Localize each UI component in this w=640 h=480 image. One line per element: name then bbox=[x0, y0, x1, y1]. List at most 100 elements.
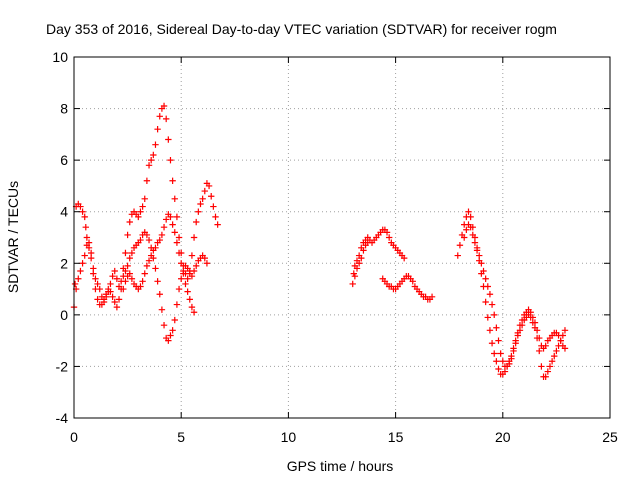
data-point bbox=[145, 257, 153, 264]
data-point bbox=[180, 270, 187, 277]
plot-frame bbox=[73, 56, 611, 419]
data-point bbox=[94, 296, 101, 303]
data-point bbox=[544, 368, 552, 375]
data-point bbox=[171, 316, 178, 324]
data-point bbox=[538, 363, 545, 370]
data-point bbox=[188, 252, 196, 259]
y-tick-label: 8 bbox=[60, 101, 68, 117]
data-point bbox=[499, 358, 506, 365]
data-point bbox=[210, 203, 217, 210]
data-point bbox=[145, 162, 153, 169]
y-tick-label: 10 bbox=[52, 49, 68, 65]
data-point bbox=[171, 195, 178, 203]
series-track-h bbox=[461, 221, 569, 380]
data-point bbox=[124, 262, 131, 270]
data-point bbox=[158, 306, 166, 313]
data-point bbox=[482, 275, 489, 282]
data-point bbox=[175, 285, 183, 293]
data-point bbox=[201, 254, 208, 262]
data-point bbox=[486, 327, 494, 334]
data-point bbox=[190, 234, 198, 241]
data-point bbox=[158, 231, 166, 239]
data-point bbox=[96, 285, 103, 293]
data-point bbox=[518, 321, 526, 329]
data-point bbox=[173, 239, 181, 246]
data-point bbox=[360, 247, 367, 254]
data-point bbox=[141, 195, 148, 203]
data-point bbox=[514, 332, 522, 339]
data-point bbox=[135, 213, 142, 221]
data-point bbox=[461, 234, 468, 241]
data-point bbox=[488, 340, 496, 347]
data-point bbox=[167, 156, 174, 164]
data-point bbox=[478, 270, 485, 277]
data-point bbox=[467, 213, 474, 221]
data-point bbox=[154, 126, 161, 133]
x-axis-label: GPS time / hours bbox=[287, 458, 394, 474]
data-point bbox=[171, 229, 178, 236]
data-point bbox=[536, 347, 543, 355]
data-point bbox=[92, 275, 99, 282]
data-point bbox=[122, 267, 129, 275]
data-point bbox=[208, 193, 215, 200]
x-tick-label: 0 bbox=[70, 429, 78, 445]
data-point bbox=[193, 218, 200, 226]
y-tick-label: -2 bbox=[56, 358, 69, 374]
data-point bbox=[137, 236, 144, 244]
data-point bbox=[188, 303, 196, 311]
x-tick-label: 10 bbox=[281, 429, 297, 445]
data-point bbox=[542, 373, 549, 380]
data-point bbox=[165, 337, 172, 344]
data-point bbox=[385, 234, 393, 241]
data-point bbox=[107, 280, 114, 288]
data-point bbox=[484, 314, 491, 321]
series-track-c bbox=[120, 211, 198, 316]
y-tick-label: 0 bbox=[60, 307, 68, 323]
data-point bbox=[495, 365, 502, 373]
data-point bbox=[124, 231, 131, 239]
data-point bbox=[113, 275, 121, 282]
data-point bbox=[126, 254, 133, 262]
data-point bbox=[355, 260, 363, 267]
data-point bbox=[184, 275, 191, 282]
data-point bbox=[383, 229, 391, 236]
data-point bbox=[349, 280, 356, 288]
data-point bbox=[77, 267, 84, 275]
data-point bbox=[512, 337, 519, 344]
data-point bbox=[154, 278, 161, 285]
data-point bbox=[82, 223, 89, 231]
data-point bbox=[81, 252, 88, 259]
data-point bbox=[503, 363, 511, 370]
series-track-g bbox=[454, 208, 569, 370]
data-point bbox=[139, 278, 146, 285]
data-point bbox=[147, 252, 155, 259]
data-point bbox=[178, 275, 185, 282]
y-tick-label: -4 bbox=[56, 410, 69, 426]
data-point bbox=[551, 352, 558, 360]
data-point bbox=[115, 296, 123, 303]
data-point bbox=[190, 309, 198, 316]
data-point bbox=[456, 242, 464, 249]
data-point bbox=[205, 182, 213, 190]
data-point bbox=[90, 265, 97, 272]
data-point bbox=[113, 303, 121, 311]
data-point bbox=[87, 249, 95, 257]
data-point bbox=[184, 288, 191, 295]
data-point bbox=[162, 115, 170, 123]
data-point bbox=[137, 208, 144, 215]
data-point bbox=[137, 283, 144, 290]
data-point bbox=[465, 208, 472, 215]
data-point bbox=[546, 363, 554, 370]
y-tick-label: 6 bbox=[60, 152, 68, 168]
data-point bbox=[529, 319, 537, 326]
data-point bbox=[553, 347, 560, 355]
data-point bbox=[111, 267, 118, 275]
data-point bbox=[152, 265, 159, 272]
data-point bbox=[555, 342, 562, 349]
data-point bbox=[199, 195, 206, 203]
data-point bbox=[122, 278, 129, 285]
data-point bbox=[120, 285, 127, 293]
data-point bbox=[188, 272, 196, 280]
data-point bbox=[527, 314, 534, 321]
data-point bbox=[169, 221, 176, 228]
